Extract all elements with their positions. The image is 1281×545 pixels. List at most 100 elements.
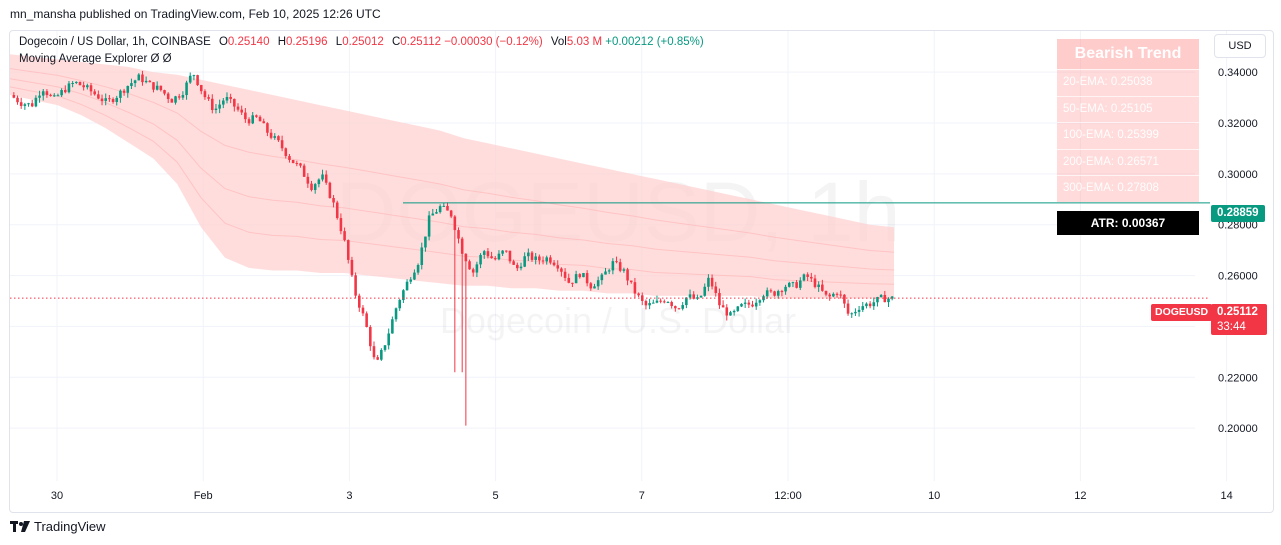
candle-body [453,216,457,231]
candle-body [427,215,431,237]
low-label: L [335,36,343,48]
candle-body [310,183,313,190]
currency-button[interactable]: USD [1214,34,1266,58]
candle-body [523,256,526,267]
candle-body [574,274,578,284]
candle-body [306,176,310,184]
candle-body [288,156,291,160]
candle-body [405,281,409,291]
candle-body [324,174,328,183]
candle-body [865,303,868,307]
symbol-legend[interactable]: Dogecoin / US Dollar, 1h, COINBASE O 0.25… [19,36,704,48]
candle-body [449,210,453,217]
candle-body [681,305,684,309]
candle-body [361,307,365,314]
candle-body [729,312,732,316]
candle-body [177,96,181,98]
candle-body [460,238,464,254]
candle-body [376,357,379,360]
candle-body [703,286,707,296]
candle-body [49,95,52,97]
candle-body [343,231,346,241]
candle-body [380,349,383,360]
high-value: 0.25196 [286,36,328,48]
ema-line [10,86,895,285]
time-axis[interactable]: 30 Feb 3 5 7 12:00 10 12 14 [51,490,1233,502]
ema-ribbon [10,54,895,299]
candle-body [835,293,839,295]
candle-body [424,236,427,248]
trend-table: Bearish Trend 20-EMA: 0.25038 50-EMA: 0.… [1057,39,1199,202]
time-tick-label: 5 [493,490,499,502]
symbol-title[interactable]: Dogecoin / US Dollar, 1h, COINBASE [19,36,211,48]
candle-body [299,163,302,166]
candle-body [615,261,618,263]
candle-body [56,95,60,97]
ema-row: 100-EMA: 0.25399 [1057,122,1199,149]
ema-line [10,68,895,253]
candle-body [119,90,122,98]
candle-body [93,91,96,95]
candle-body [431,213,435,216]
candle-body [211,98,214,111]
candle-body [479,254,482,265]
ema-row: 50-EMA: 0.25105 [1057,95,1199,122]
price-axis[interactable]: 0.340000.320000.300000.280000.260000.240… [1218,67,1258,435]
candle-body [626,269,629,281]
candle-body [490,256,493,259]
candle-body [762,296,765,301]
candle-body [618,262,622,271]
candle-body [666,302,670,304]
symbol-price-tag[interactable]: DOGEUSD [1151,304,1213,321]
candle-body [534,256,537,260]
candle-body [339,218,343,232]
ema-row: 20-EMA: 0.25038 [1057,69,1199,96]
ema-line [10,78,895,271]
candle-body [890,296,894,299]
level-price-tag[interactable]: 0.28859 [1211,205,1265,222]
candle-body [188,75,192,83]
candle-body [203,91,207,98]
candle-body [67,83,71,93]
candle-body [589,283,593,289]
tradingview-logo[interactable]: TradingView [10,519,106,534]
candle-body [170,99,174,103]
candle-body [475,264,479,273]
candle-body [38,95,41,98]
candle-body [784,286,787,292]
price-tick-label: 0.22000 [1218,372,1258,384]
candle-body [714,286,718,293]
change-value: −0.00030 (−0.12%) [444,36,543,48]
price-tick-label: 0.28000 [1218,220,1258,232]
candle-body [185,82,188,96]
candle-body [391,319,394,334]
candle-body [222,100,225,105]
last-price-tag[interactable]: 0.25112 33:44 [1211,304,1267,335]
candle-body [887,298,890,303]
candle-body [236,106,240,110]
candle-body [244,112,247,120]
candle-body [629,280,633,283]
candle-body [857,309,861,312]
candle-body [258,116,262,122]
candle-body [30,103,34,107]
price-chart[interactable]: DOGEUSD, 1h Dogecoin / U.S. Dollar 0.340… [10,31,1273,512]
candle-body [291,159,295,164]
indicator-legend[interactable]: Moving Average Explorer Ø Ø [19,53,172,65]
candle-body [828,294,831,297]
open-label: O [218,36,228,48]
candle-body [255,115,258,117]
price-tick-label: 0.34000 [1218,67,1258,79]
candle-body [652,302,655,304]
candle-body [207,97,210,99]
candle-body [799,280,802,288]
volume-value: 5.03 M [566,36,603,48]
candle-body [369,326,372,347]
candle-body [670,302,673,307]
brand-name: TradingView [34,519,106,534]
candle-body [751,304,754,307]
candle-body [280,140,284,149]
chart-pane[interactable]: DOGEUSD, 1h Dogecoin / U.S. Dollar 0.340… [9,30,1274,513]
candle-body [593,286,596,289]
candle-body [861,306,865,310]
